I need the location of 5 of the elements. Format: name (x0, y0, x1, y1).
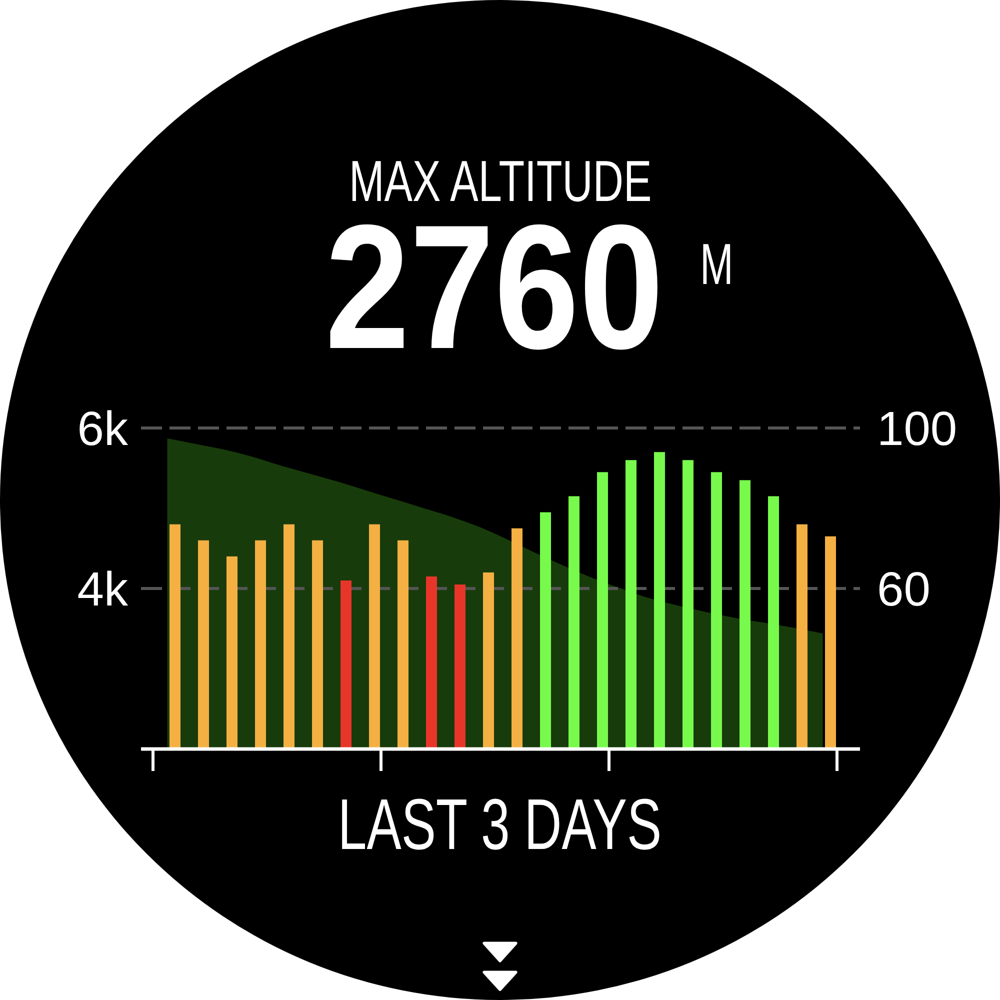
y-tick-label: 6k (77, 403, 129, 456)
y2-tick-label: 60 (877, 564, 930, 617)
y2-tick-label: 100 (877, 403, 958, 456)
x-axis-title: LAST 3 DAYS (338, 785, 662, 865)
y-tick-label: 4k (77, 564, 129, 617)
